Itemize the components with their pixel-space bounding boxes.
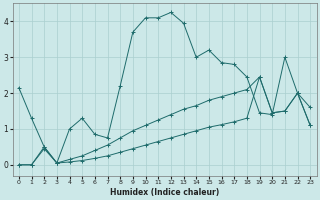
X-axis label: Humidex (Indice chaleur): Humidex (Indice chaleur) (110, 188, 219, 197)
